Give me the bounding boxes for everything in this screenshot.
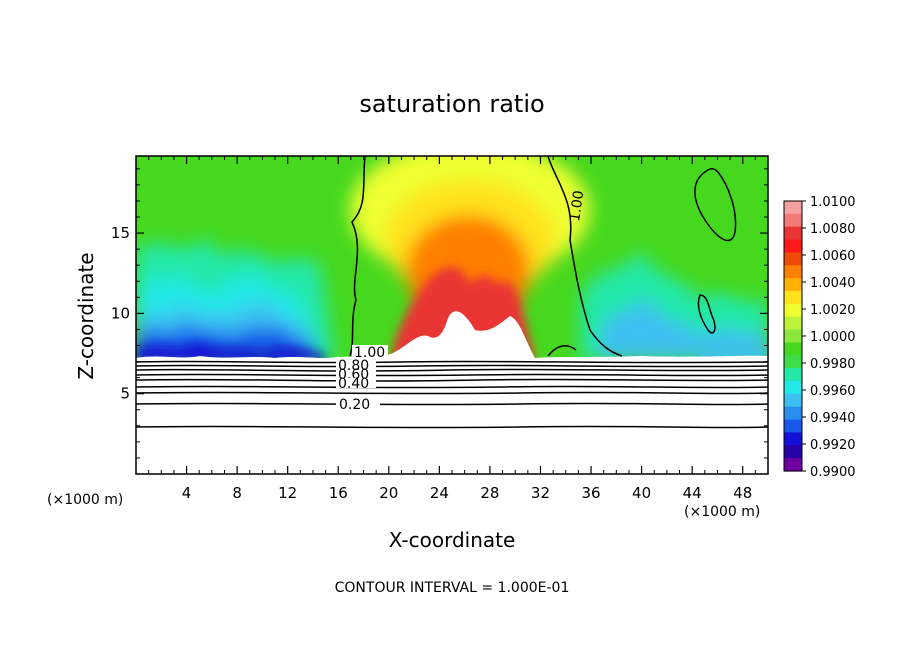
colorbar-swatch xyxy=(784,342,802,356)
x-tick-label: 12 xyxy=(278,484,297,502)
colorbar-swatch xyxy=(784,368,802,382)
contour-line xyxy=(694,167,737,242)
contour-line xyxy=(349,156,366,357)
x-unit-right: (×1000 m) xyxy=(684,504,760,520)
x-tick-label: 20 xyxy=(379,484,398,502)
x-tick-label: 16 xyxy=(329,484,348,502)
contour-line xyxy=(136,391,768,395)
colorbar-swatch xyxy=(784,265,802,279)
y-tick-label: 10 xyxy=(111,304,130,322)
heatmap-field xyxy=(136,156,768,474)
colorbar-swatch xyxy=(784,291,802,305)
colorbar-swatch xyxy=(784,329,802,344)
colorbar-label: 1.0000 xyxy=(810,330,856,345)
colorbar-swatch xyxy=(784,432,802,446)
x-tick-label: 28 xyxy=(480,484,499,502)
contour-labels: 1.00 1.00 0.80 0.60 0.40 0.20 xyxy=(336,189,587,413)
x-axis-label: X-coordinate xyxy=(389,528,516,552)
colorbar-label: 0.9940 xyxy=(810,411,856,426)
contour-line xyxy=(136,425,768,429)
contour-label: 0.20 xyxy=(339,397,370,413)
contour-interval-note: CONTOUR INTERVAL = 1.000E-01 xyxy=(335,580,570,596)
y-axis-label: Z-coordinate xyxy=(74,252,98,379)
colorbar-swatch xyxy=(784,393,802,408)
colorbar-label: 0.9980 xyxy=(810,357,856,372)
colorbar-label: 1.0080 xyxy=(810,222,856,237)
contour-line xyxy=(136,373,768,377)
x-tick-label: 48 xyxy=(733,484,752,502)
chart-title: saturation ratio xyxy=(359,90,544,118)
plot-area xyxy=(136,156,768,474)
colorbar-swatch xyxy=(784,252,802,266)
colorbar-label: 1.0100 xyxy=(810,195,856,210)
colorbar-label: 1.0040 xyxy=(810,276,856,291)
colorbar-swatch xyxy=(784,201,802,215)
unsaturated-region xyxy=(136,311,768,474)
contour-label: 1.00 xyxy=(354,345,385,361)
contour-line xyxy=(136,364,768,368)
contour-line xyxy=(547,156,623,357)
colorbar-swatch xyxy=(784,316,802,331)
contour-line xyxy=(136,402,768,406)
x-tick-label: 24 xyxy=(430,484,449,502)
contour-label: 0.40 xyxy=(338,376,369,392)
x-tick-label: 44 xyxy=(683,484,702,502)
colorbar-swatch xyxy=(784,419,802,434)
x-axis: 4 8 12 16 20 24 28 32 36 40 44 48 xyxy=(148,156,756,502)
x-tick-label: 8 xyxy=(232,484,242,502)
colorbar-swatch xyxy=(784,445,802,459)
colorbar-label: 0.9920 xyxy=(810,438,856,453)
colorbar-label: 0.9900 xyxy=(810,465,856,480)
colorbar-swatch xyxy=(784,239,802,254)
colorbar-swatch xyxy=(784,303,802,318)
contour-line xyxy=(136,378,768,382)
contour-label: 1.00 xyxy=(567,189,587,222)
colorbar-swatch xyxy=(784,406,802,421)
x-tick-label: 36 xyxy=(581,484,600,502)
colorbar-swatch xyxy=(784,381,802,395)
contour-line xyxy=(136,368,768,372)
colorbar-swatch xyxy=(784,355,802,369)
contour-line xyxy=(136,385,768,389)
colorbar-swatch xyxy=(784,213,802,228)
y-tick-label: 5 xyxy=(120,385,130,403)
x-tick-label: 40 xyxy=(632,484,651,502)
colorbar-swatch xyxy=(784,458,802,472)
x-tick-label: 32 xyxy=(531,484,550,502)
x-unit-left: (×1000 m) xyxy=(47,492,123,508)
contour-line xyxy=(136,360,768,364)
colorbar-label: 1.0020 xyxy=(810,303,856,318)
contour-line xyxy=(547,345,577,357)
contour-lines xyxy=(136,156,768,429)
contour-line xyxy=(697,294,716,334)
y-tick-label: 15 xyxy=(111,224,130,242)
colorbar-label: 1.0060 xyxy=(810,249,856,264)
x-tick-label: 4 xyxy=(182,484,192,502)
colorbar-swatch xyxy=(784,278,802,292)
y-axis: 5 10 15 xyxy=(111,168,768,459)
colorbar-swatch xyxy=(784,226,802,241)
colorbar-label: 0.9960 xyxy=(810,384,856,399)
colorbar: 1.0100 1.0080 1.0060 1.0040 1.0020 1.0000 0.99… xyxy=(783,195,856,480)
